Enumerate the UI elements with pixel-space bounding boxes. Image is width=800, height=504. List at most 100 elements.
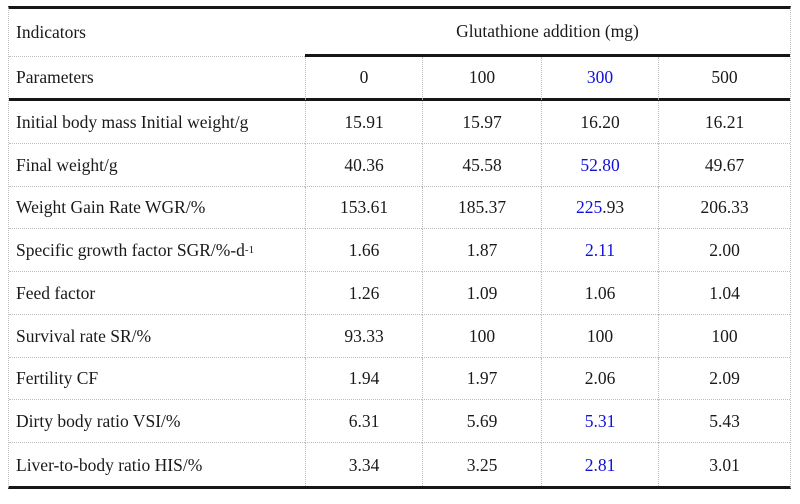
parameters-header: Parameters bbox=[9, 57, 305, 101]
glutathione-table: Indicators Glutathione addition (mg) Par… bbox=[8, 6, 791, 489]
value-text: 3.25 bbox=[466, 454, 498, 475]
value-text: 5.43 bbox=[709, 411, 740, 432]
row-label-text: Weight Gain Rate WGR/% bbox=[16, 197, 206, 218]
dose-column-header: 100 bbox=[422, 57, 541, 101]
value-cell: 1.26 bbox=[305, 272, 422, 315]
value-cell: 40.36 bbox=[305, 143, 422, 187]
dose-column-header: 500 bbox=[658, 57, 790, 101]
value-cell: 16.21 bbox=[658, 101, 790, 144]
value-cell: 45.58 bbox=[422, 143, 541, 187]
row-label: Feed factor bbox=[9, 272, 305, 315]
value-text: 1.66 bbox=[348, 240, 380, 261]
value-cell: 5.31 bbox=[541, 400, 658, 444]
row-label-text: Feed factor bbox=[16, 282, 96, 303]
value-text: 6.31 bbox=[348, 411, 380, 432]
value-text: 2.81 bbox=[584, 454, 616, 475]
value-cell: 15.97 bbox=[422, 101, 541, 144]
row-label: Final weight/g bbox=[9, 144, 305, 187]
row-label-text: Dirty body ratio VSI/% bbox=[16, 411, 181, 432]
value-cell: 5.69 bbox=[422, 400, 541, 444]
row-label: Dirty body ratio VSI/% bbox=[9, 400, 305, 444]
value-text: 5.31 bbox=[584, 411, 616, 432]
value-cell: 153.61 bbox=[305, 186, 422, 230]
value-text: 2.00 bbox=[709, 240, 740, 261]
value-text: 1.87 bbox=[466, 240, 498, 261]
value-cell: 5.43 bbox=[658, 400, 790, 444]
row-label: Initial body mass Initial weight/g bbox=[9, 101, 305, 144]
row-label-text: Specific growth factor SGR/%-d bbox=[16, 240, 245, 261]
value-text: 1.94 bbox=[348, 368, 380, 389]
value-text: 16.21 bbox=[704, 111, 745, 132]
value-cell: 1.66 bbox=[305, 229, 422, 273]
row-label: Survival rate SR/% bbox=[9, 315, 305, 358]
dose-label: 300 bbox=[586, 67, 614, 88]
value-text: 2.06 bbox=[584, 368, 616, 389]
value-text: 1.97 bbox=[466, 368, 498, 389]
value-text: 16.20 bbox=[580, 111, 620, 132]
value-text: 40.36 bbox=[344, 154, 384, 175]
value-text: 52.80 bbox=[580, 154, 620, 175]
value-text: 49.67 bbox=[704, 154, 745, 175]
value-text: 100 bbox=[711, 325, 738, 346]
value-cell: 2.00 bbox=[658, 229, 790, 273]
indicators-header: Indicators bbox=[9, 9, 305, 57]
value-cell: 3.01 bbox=[658, 443, 790, 486]
value-text: 100 bbox=[586, 325, 614, 346]
row-label-text: Final weight/g bbox=[16, 154, 118, 175]
value-text: 225 bbox=[575, 197, 603, 218]
value-cell: 100 bbox=[422, 314, 541, 358]
value-cell: 52.80 bbox=[541, 143, 658, 187]
dose-column-header: 0 bbox=[305, 57, 422, 101]
parameters-label: Parameters bbox=[16, 67, 94, 88]
value-text: 1.06 bbox=[584, 282, 616, 303]
row-label: Fertility CF bbox=[9, 358, 305, 401]
row-label: Weight Gain Rate WGR/% bbox=[9, 187, 305, 230]
row-label-text: Liver-to-body ratio HIS/% bbox=[16, 454, 203, 475]
dose-label: 500 bbox=[711, 67, 738, 88]
row-label: Liver-to-body ratio HIS/% bbox=[9, 443, 305, 486]
value-text: 1.26 bbox=[348, 282, 380, 303]
value-text: 3.01 bbox=[709, 454, 740, 475]
value-cell: 1.09 bbox=[422, 272, 541, 315]
group-header: Glutathione addition (mg) bbox=[305, 9, 790, 57]
dose-column-header: 300 bbox=[541, 57, 658, 101]
row-label: Specific growth factor SGR/%-d -1 bbox=[9, 229, 305, 273]
value-text: 1.04 bbox=[709, 282, 740, 303]
value-cell: 1.87 bbox=[422, 229, 541, 273]
value-text: 15.97 bbox=[462, 111, 502, 132]
value-cell: 1.06 bbox=[541, 272, 658, 315]
value-cell: 6.31 bbox=[305, 400, 422, 444]
dose-label: 100 bbox=[468, 67, 496, 88]
dose-label: 0 bbox=[359, 67, 369, 88]
group-header-label: Glutathione addition (mg) bbox=[456, 21, 639, 42]
value-text: .93 bbox=[602, 197, 625, 218]
row-label-text: Survival rate SR/% bbox=[16, 325, 152, 346]
value-cell: 2.06 bbox=[541, 357, 658, 401]
value-text: 1.09 bbox=[466, 282, 498, 303]
value-text: 185.37 bbox=[457, 197, 507, 218]
row-label-text: Fertility CF bbox=[16, 368, 99, 389]
value-cell: 3.34 bbox=[305, 443, 422, 486]
value-text: 45.58 bbox=[462, 154, 502, 175]
value-text: 2.09 bbox=[709, 368, 740, 389]
value-cell: 16.20 bbox=[541, 101, 658, 144]
value-cell: 225.93 bbox=[541, 186, 658, 230]
value-cell: 2.11 bbox=[541, 229, 658, 273]
value-text: 206.33 bbox=[700, 197, 749, 218]
value-text: 93.33 bbox=[344, 325, 384, 346]
value-cell: 1.04 bbox=[658, 272, 790, 315]
value-text: 3.34 bbox=[348, 454, 380, 475]
value-cell: 3.25 bbox=[422, 443, 541, 486]
indicators-label: Indicators bbox=[16, 22, 86, 43]
value-text: 5.69 bbox=[466, 411, 498, 432]
value-cell: 2.09 bbox=[658, 357, 790, 401]
value-cell: 206.33 bbox=[658, 186, 790, 230]
row-label-text: Initial body mass Initial weight/g bbox=[16, 111, 249, 132]
value-cell: 1.97 bbox=[422, 357, 541, 401]
value-text: 15.91 bbox=[344, 111, 384, 132]
value-cell: 185.37 bbox=[422, 186, 541, 230]
value-cell: 2.81 bbox=[541, 443, 658, 486]
value-cell: 1.94 bbox=[305, 357, 422, 401]
value-cell: 100 bbox=[541, 314, 658, 358]
